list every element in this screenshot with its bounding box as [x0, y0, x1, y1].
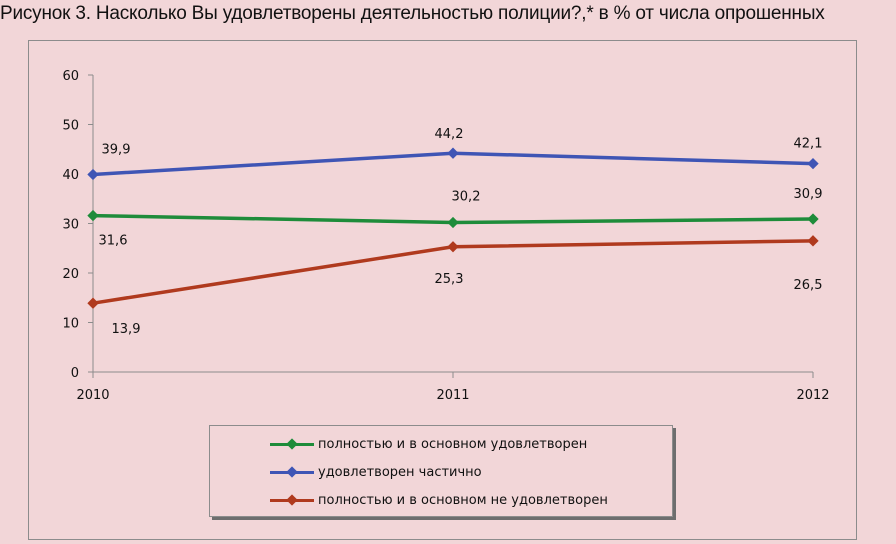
data-label: 44,2: [435, 127, 464, 142]
legend-item: полностью и в основном не удовлетворен: [210, 490, 608, 510]
chart-title: Рисунок 3. Насколько Вы удовлетворены де…: [0, 3, 825, 24]
legend-label: полностью и в основном удовлетворен: [318, 436, 588, 452]
chart-axes: 0 10 20 30 40 50 60 2010 2011 2012: [62, 69, 829, 403]
data-point: [807, 235, 819, 247]
legend-line-marker: [270, 434, 314, 454]
data-point: [447, 216, 459, 229]
data-point: [807, 213, 819, 225]
chart-data-labels: 31,6 30,2 30,9 39,9 44,2 42,1 13,9 25,3 26,5: [99, 127, 823, 337]
y-tick-label: 20: [62, 267, 79, 282]
x-tick-label: 2012: [796, 388, 829, 403]
data-point: [447, 241, 459, 253]
legend-label: удовлетворен частично: [318, 464, 482, 480]
data-label: 13,9: [112, 322, 141, 337]
y-tick-label: 10: [62, 317, 79, 332]
data-label: 42,1: [794, 137, 823, 152]
y-tick-label: 30: [62, 218, 79, 233]
legend-line-marker: [270, 490, 314, 510]
chart-frame: [28, 40, 857, 540]
data-label: 31,6: [99, 234, 128, 249]
y-tick-label: 0: [71, 366, 79, 381]
y-tick-label: 40: [62, 168, 79, 183]
legend-item: полностью и в основном удовлетворен: [210, 434, 587, 454]
chart-legend: полностью и в основном удовлетворен удов…: [209, 425, 673, 517]
data-label: 25,3: [435, 272, 464, 287]
data-point: [87, 209, 99, 222]
x-tick-label: 2010: [76, 388, 109, 403]
legend-item: удовлетворен частично: [210, 462, 482, 482]
data-label: 26,5: [794, 278, 823, 293]
data-label: 39,9: [102, 142, 131, 157]
legend-label: полностью и в основном не удовлетворен: [318, 492, 608, 508]
y-tick-label: 60: [62, 69, 79, 84]
x-tick-label: 2011: [436, 388, 469, 403]
data-label: 30,9: [794, 187, 823, 202]
data-point: [447, 147, 459, 159]
data-point: [87, 297, 99, 309]
data-label: 30,2: [452, 190, 481, 205]
data-point: [87, 168, 99, 181]
data-point: [807, 157, 819, 170]
legend-line-marker: [270, 462, 314, 482]
y-tick-label: 50: [62, 119, 79, 134]
